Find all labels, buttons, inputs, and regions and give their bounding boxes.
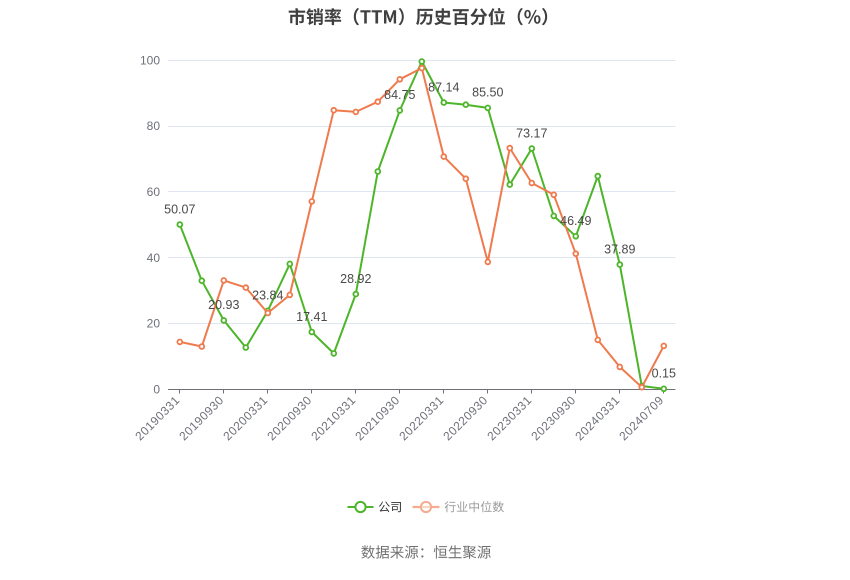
- svg-text:23.84: 23.84: [252, 289, 283, 303]
- svg-text:50.07: 50.07: [164, 202, 195, 216]
- svg-text:0: 0: [153, 383, 160, 397]
- svg-text:28.92: 28.92: [340, 272, 371, 286]
- svg-text:84.75: 84.75: [384, 88, 415, 102]
- svg-text:80: 80: [147, 119, 161, 133]
- svg-text:60: 60: [147, 185, 161, 199]
- svg-text:87.14: 87.14: [428, 80, 459, 94]
- svg-text:100: 100: [140, 53, 160, 67]
- svg-text:0.15: 0.15: [652, 367, 676, 381]
- svg-text:85.50: 85.50: [472, 86, 503, 100]
- svg-text:73.17: 73.17: [516, 126, 547, 140]
- svg-text:37.89: 37.89: [604, 242, 635, 256]
- svg-text:20: 20: [147, 317, 161, 331]
- svg-text:46.49: 46.49: [560, 214, 591, 228]
- svg-text:20.93: 20.93: [208, 298, 239, 312]
- svg-text:17.41: 17.41: [296, 310, 327, 324]
- svg-text:40: 40: [147, 251, 161, 265]
